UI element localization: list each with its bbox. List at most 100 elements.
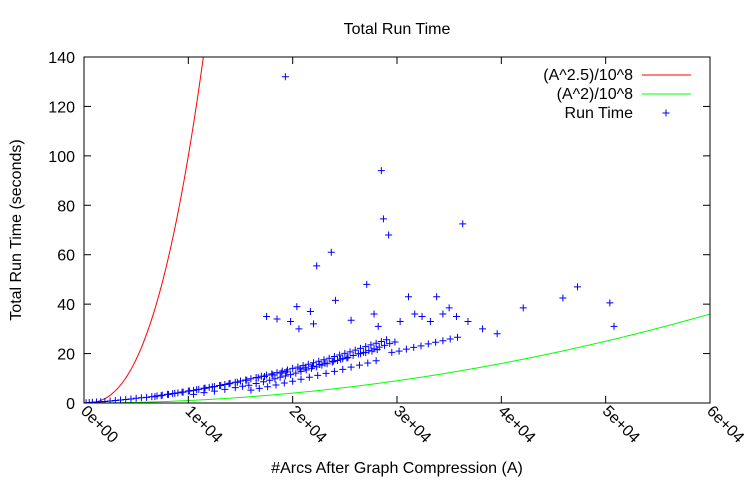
data-point [411, 310, 419, 318]
x-axis-label: #Arcs After Graph Compression (A) [271, 460, 523, 477]
data-point [151, 393, 159, 401]
data-point [344, 353, 352, 361]
data-point [301, 364, 309, 372]
data-point [252, 379, 260, 387]
data-point [210, 387, 218, 395]
data-point [293, 303, 301, 311]
data-point [573, 283, 581, 291]
data-point [296, 365, 304, 373]
data-point [239, 382, 247, 390]
y-tick-label: 140 [48, 50, 75, 67]
data-point [171, 389, 179, 397]
data-point [395, 347, 403, 355]
data-point [281, 372, 289, 380]
data-point [266, 376, 274, 384]
y-tick-label: 120 [48, 99, 75, 116]
data-point [310, 320, 318, 328]
y-axis: 0 20 40 60 80 100 120 140 [48, 50, 710, 413]
data-point [372, 357, 380, 365]
data-point [208, 383, 216, 391]
data-point [259, 378, 267, 386]
data-point [200, 389, 208, 397]
data-point [315, 357, 323, 365]
data-point [233, 378, 241, 386]
points-layer [84, 73, 618, 403]
data-point [316, 360, 324, 368]
data-point [247, 375, 255, 383]
data-point [343, 354, 351, 362]
data-point [459, 220, 467, 228]
data-point [287, 371, 295, 379]
data-point [276, 373, 284, 381]
data-point [260, 373, 268, 381]
y-tick-label: 40 [57, 297, 75, 314]
data-point [417, 342, 425, 350]
data-point [243, 376, 251, 384]
data-point [445, 304, 453, 312]
data-point [225, 380, 233, 388]
data-point [410, 343, 418, 351]
data-point [388, 348, 396, 356]
data-point [268, 370, 276, 378]
data-point [379, 215, 387, 223]
chart-title: Total Run Time [344, 21, 451, 38]
data-point [277, 369, 285, 377]
data-point [426, 317, 434, 325]
data-point [271, 375, 279, 383]
data-point [339, 365, 347, 373]
data-point [606, 299, 614, 307]
data-point [377, 337, 385, 345]
data-point [190, 390, 198, 398]
data-point [157, 392, 165, 400]
data-point [221, 385, 229, 393]
data-point [308, 362, 316, 370]
data-point [386, 340, 394, 348]
data-point [289, 364, 297, 372]
data-point [370, 310, 378, 318]
y-axis-label: Total Run Time (seconds) [8, 139, 25, 320]
y-tick-label: 20 [57, 347, 75, 364]
data-point [337, 355, 345, 363]
data-point [269, 371, 277, 379]
legend-label: Run Time [565, 105, 634, 122]
data-point [336, 351, 344, 359]
data-point [341, 349, 349, 357]
data-point [373, 346, 381, 354]
data-point [347, 316, 355, 324]
data-point [367, 341, 375, 349]
legend-marker [662, 109, 670, 117]
data-point [347, 363, 355, 371]
data-point [439, 310, 447, 318]
data-point [364, 359, 372, 367]
data-point [351, 346, 359, 354]
y-tick-label: 0 [66, 396, 75, 413]
data-point [404, 293, 412, 301]
data-point [245, 381, 253, 389]
data-point [363, 280, 371, 288]
data-point [385, 231, 393, 239]
data-point [334, 356, 342, 364]
data-point [289, 377, 297, 385]
data-point [201, 384, 209, 392]
data-point [254, 374, 262, 382]
data-point [304, 360, 312, 368]
legend-label: (A^2.5)/10^8 [543, 67, 633, 84]
plot-area [84, 57, 710, 403]
data-point [452, 313, 460, 320]
data-point [281, 73, 289, 81]
data-point [305, 373, 313, 381]
data-point [255, 384, 263, 392]
data-point [432, 338, 440, 346]
y-tick-label: 60 [57, 248, 75, 265]
data-point [295, 325, 303, 333]
data-point [454, 333, 462, 341]
data-point [327, 248, 335, 256]
data-point [280, 379, 288, 387]
data-point [185, 387, 193, 395]
data-point [310, 359, 318, 367]
data-point [380, 341, 388, 349]
data-point [418, 313, 426, 320]
data-point [374, 322, 382, 330]
data-point [237, 377, 244, 385]
